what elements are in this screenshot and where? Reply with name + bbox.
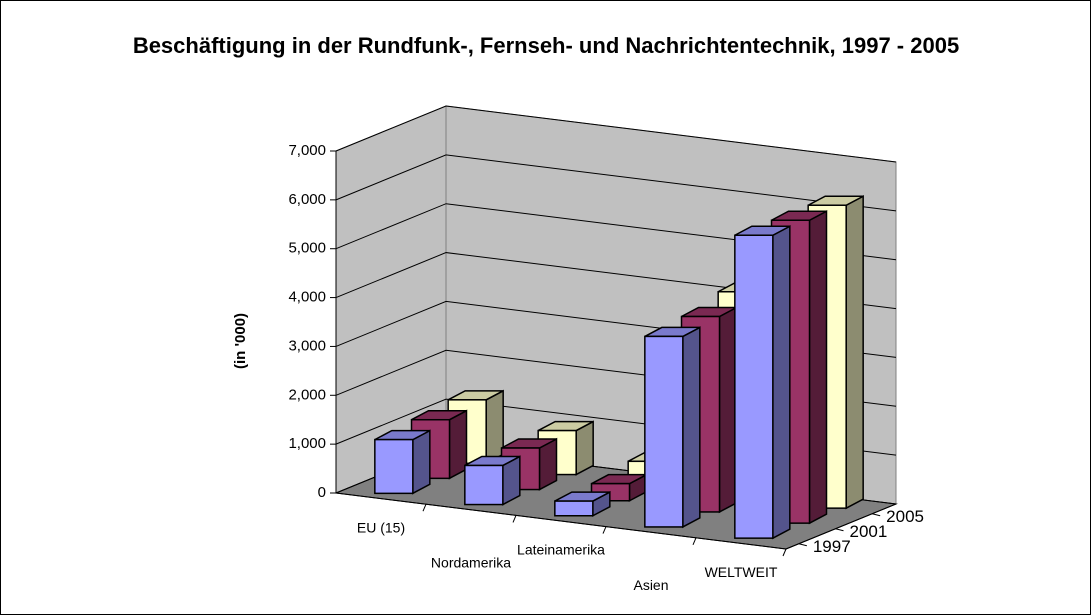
bar-side [485, 389, 504, 465]
y-tick-label: 2,000 [288, 386, 326, 403]
bar [464, 455, 521, 506]
bar-side [845, 194, 864, 510]
bar-front [554, 500, 594, 517]
x-tick [512, 515, 517, 523]
bar-side [682, 326, 701, 529]
bar [734, 224, 791, 540]
depth-axis [785, 503, 897, 550]
bar-front [464, 464, 504, 506]
series-label: 2001 [850, 522, 888, 541]
series-label: 1997 [813, 537, 851, 556]
bar-side [412, 429, 431, 495]
x-tick-label: WELTWEIT [705, 564, 778, 580]
y-tick-label: 0 [318, 484, 326, 501]
z-tick [872, 513, 881, 517]
bar [590, 473, 648, 502]
bar-side [718, 306, 738, 514]
grid-line [335, 154, 897, 212]
bar-side [808, 209, 828, 525]
x-tick [422, 504, 427, 512]
x-tick [782, 548, 787, 557]
z-tick [835, 528, 844, 532]
y-tick-label: 3,000 [288, 337, 326, 354]
bar-front [734, 234, 774, 539]
x-tick-label: Asien [633, 577, 668, 593]
z-tick [798, 543, 807, 547]
bar [554, 490, 611, 517]
x-tick-label: EU (15) [357, 519, 405, 535]
y-axis-label: (in '000) [232, 313, 249, 369]
bar [537, 420, 594, 476]
bar [374, 429, 431, 495]
x-tick [692, 537, 697, 545]
x-tick-label: Nordamerika [431, 555, 511, 571]
bar-side [772, 224, 791, 540]
y-tick-label: 5,000 [288, 240, 326, 257]
bar [644, 326, 701, 529]
x-tick [602, 526, 607, 534]
y-tick-label: 1,000 [288, 435, 326, 452]
bar-front [374, 438, 414, 495]
x-tick-label: Lateinamerika [517, 542, 605, 558]
bar-front [644, 335, 684, 528]
y-tick-label: 7,000 [288, 142, 326, 159]
x-axis [335, 492, 787, 550]
y-tick-label: 4,000 [288, 289, 326, 306]
chart-title: Beschäftigung in der Rundfunk-, Fernseh-… [132, 33, 960, 58]
bar-side [448, 409, 468, 480]
y-tick-label: 6,000 [288, 191, 326, 208]
series-label: 2005 [886, 507, 924, 526]
grid-line [335, 105, 897, 163]
